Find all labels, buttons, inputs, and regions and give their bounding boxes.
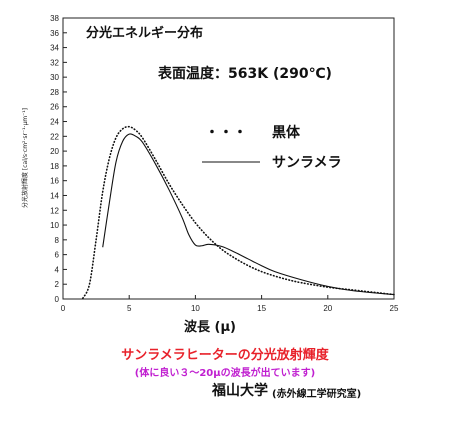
x-axis-ticks: 0 5 10 15 20 25 [61, 295, 399, 313]
x-tick-label: 25 [390, 304, 399, 313]
footer-subheading: (体に良い３～20μの波長が出ています) [134, 368, 316, 379]
y-tick-label: 22 [50, 132, 59, 141]
y-tick-label: 34 [50, 44, 59, 53]
chart-subtitle: 表面温度：563K (290℃) [157, 65, 332, 82]
y-tick-label: 32 [50, 58, 59, 67]
series-blackbody-line [82, 125, 395, 300]
legend-blackbody-label: 黒体 [272, 124, 301, 141]
footer-heading: サンラメラヒーターの分光放射輝度 [121, 348, 329, 363]
lab-name: (赤外線工学研究室) [272, 389, 362, 400]
y-tick-label: 10 [50, 221, 59, 230]
y-tick-label: 38 [50, 14, 59, 23]
x-tick-label: 15 [257, 304, 266, 313]
y-tick-label: 36 [50, 29, 59, 38]
y-tick-label: 14 [50, 191, 59, 200]
y-tick-label: 30 [50, 73, 59, 82]
y-tick-label: 6 [55, 251, 60, 260]
y-axis-label: 分光放射輝度 [cal/s·cm²·sr⁻¹·μm⁻¹] [21, 108, 29, 208]
legend: ・・・ 黒体 サンラメラ [202, 124, 342, 171]
y-tick-label: 20 [50, 147, 59, 156]
y-tick-label: 12 [50, 206, 59, 215]
x-tick-label: 5 [127, 304, 132, 313]
legend-dots-symbol: ・・・ [205, 125, 247, 141]
plot-frame [62, 17, 395, 300]
y-tick-label: 0 [55, 295, 60, 304]
x-tick-label: 0 [61, 304, 66, 313]
chart-title: 分光エネルギー分布 [86, 25, 203, 41]
series-sunlamella-line [102, 133, 395, 296]
y-tick-label: 26 [50, 103, 59, 112]
y-tick-label: 8 [55, 236, 60, 245]
y-tick-label: 28 [50, 88, 59, 97]
x-tick-label: 20 [323, 304, 332, 313]
y-tick-label: 2 [55, 280, 60, 289]
legend-sunlamella-label: サンラメラ [272, 155, 342, 171]
y-tick-label: 4 [55, 265, 60, 274]
y-tick-label: 24 [50, 118, 59, 127]
x-axis-label: 波長 (μ) [184, 319, 236, 335]
x-tick-label: 10 [191, 304, 200, 313]
y-tick-label: 16 [50, 177, 59, 186]
y-tick-label: 18 [50, 162, 59, 171]
university-name: 福山大学 [212, 383, 268, 399]
